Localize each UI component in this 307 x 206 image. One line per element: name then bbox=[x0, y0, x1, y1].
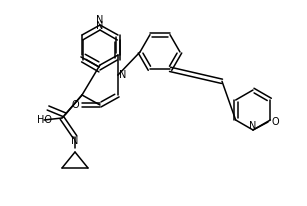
Text: O: O bbox=[71, 100, 79, 110]
Text: HO: HO bbox=[37, 115, 52, 125]
Text: N: N bbox=[119, 70, 127, 80]
Text: N: N bbox=[96, 21, 104, 31]
Text: N: N bbox=[249, 121, 257, 131]
Text: N: N bbox=[96, 15, 104, 25]
Text: O: O bbox=[271, 117, 279, 127]
Text: N: N bbox=[71, 136, 79, 146]
